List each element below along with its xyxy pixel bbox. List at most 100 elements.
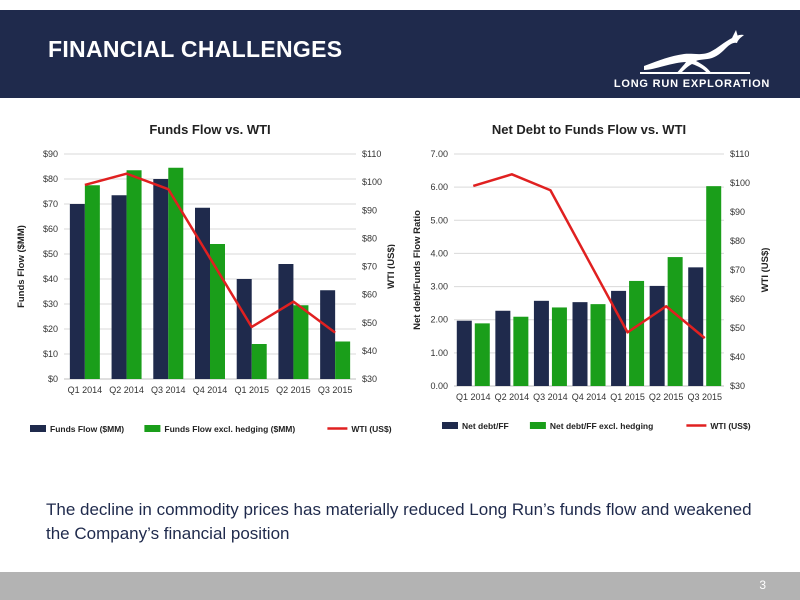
bar-excl-hedging	[590, 304, 606, 386]
logo-text: LONG RUN EXPLORATION	[613, 78, 771, 90]
slide-caption: The decline in commodity prices has mate…	[46, 500, 752, 543]
left-axis-tick-label: $40	[43, 274, 58, 284]
bar-primary	[649, 285, 665, 386]
net-debt-chart: Net Debt to Funds Flow vs. WTI 0.00 1.00 2.…	[412, 122, 771, 431]
legend-label: Funds Flow ($MM)	[50, 424, 124, 434]
bar-excl-hedging	[629, 280, 645, 386]
bar-primary	[495, 310, 511, 386]
chart-title: Net Debt to Funds Flow vs. WTI	[492, 122, 686, 137]
right-axis-tick-label: $60	[730, 294, 745, 304]
category-label: Q3 2015	[318, 385, 353, 395]
bar-excl-hedging	[84, 185, 100, 379]
wti-line	[472, 173, 706, 340]
legend-swatch	[144, 425, 161, 432]
left-axis-title: Net debt/Funds Flow Ratio	[412, 210, 423, 330]
bar-primary	[456, 320, 472, 386]
right-axis-title: WTI (US$)	[386, 244, 395, 289]
left-axis-tick-label: $90	[43, 149, 58, 159]
legend-label: Net debt/FF	[462, 421, 509, 431]
left-axis-tick-label: 6.00	[430, 182, 448, 192]
left-axis-tick-label: 5.00	[430, 215, 448, 225]
chart-title: Funds Flow vs. WTI	[149, 122, 270, 137]
left-axis-tick-label: $50	[43, 249, 58, 259]
legend-label: Net debt/FF excl. hedging	[550, 421, 653, 431]
bar-primary	[153, 179, 169, 379]
right-axis-tick-label: $60	[362, 290, 377, 300]
legend-swatch	[529, 422, 546, 429]
category-label: Q2 2015	[649, 392, 684, 402]
category-label: Q3 2014	[151, 385, 186, 395]
right-axis-tick-label: $100	[730, 178, 750, 188]
legend-label: Funds Flow excl. hedging ($MM)	[164, 424, 295, 434]
wti-line	[84, 172, 336, 334]
bar-excl-hedging	[251, 344, 267, 379]
left-axis-tick-label: $10	[43, 349, 58, 359]
category-label: Q3 2014	[533, 392, 568, 402]
right-axis-tick-label: $40	[362, 346, 377, 356]
left-axis-tick-label: 1.00	[430, 348, 448, 358]
right-axis-tick-label: $110	[730, 149, 749, 159]
left-axis-tick-label: 3.00	[430, 282, 448, 292]
bar-primary	[278, 264, 294, 379]
funds-flow-chart: Funds Flow vs. WTI $0 $10 $20 $30 $40 $50 $60 $7…	[16, 122, 395, 434]
right-axis-tick-label: $110	[362, 149, 381, 159]
left-axis-title: Funds Flow ($MM)	[16, 225, 27, 308]
left-axis-tick-label: $20	[43, 324, 58, 334]
category-label: Q1 2015	[610, 392, 645, 402]
bar-primary	[688, 267, 704, 386]
bar-excl-hedging	[551, 307, 567, 386]
category-label: Q1 2014	[68, 385, 103, 395]
right-axis-tick-label: $50	[362, 318, 377, 328]
left-axis-tick-label: $30	[43, 299, 58, 309]
category-label: Q1 2014	[456, 392, 491, 402]
left-axis-tick-label: 7.00	[430, 149, 448, 159]
bar-excl-hedging	[126, 170, 142, 379]
bar-excl-hedging	[293, 305, 309, 379]
bar-primary	[195, 207, 210, 379]
left-axis-tick-label: $80	[43, 174, 58, 184]
bar-excl-hedging	[667, 257, 683, 386]
company-logo: LONG RUN EXPLORATION	[612, 26, 772, 96]
left-axis-tick-label: 2.00	[430, 315, 448, 325]
right-axis-tick-label: $70	[730, 265, 745, 275]
category-label: Q1 2015	[234, 385, 269, 395]
bar-primary	[320, 290, 336, 379]
left-axis-tick-label: 0.00	[430, 381, 448, 391]
category-label: Q2 2014	[495, 392, 530, 402]
left-axis-tick-label: $70	[43, 199, 58, 209]
bar-primary	[611, 290, 627, 386]
legend-swatch	[30, 425, 46, 432]
page-number: 3	[759, 578, 766, 592]
legend-label: WTI (US$)	[351, 424, 391, 434]
right-axis-tick-label: $100	[362, 177, 382, 187]
slide-header: FINANCIAL CHALLENGES LONG RUN EXPLORATIO…	[0, 10, 800, 98]
right-axis-tick-label: $30	[730, 381, 745, 391]
legend-swatch	[442, 422, 458, 429]
bar-excl-hedging	[474, 323, 490, 386]
slide-footer: 3	[0, 572, 800, 600]
horse-logo-icon	[640, 30, 750, 74]
right-axis-title: WTI (US$)	[760, 248, 771, 293]
right-axis-tick-label: $90	[730, 207, 745, 217]
right-axis-tick-label: $70	[362, 262, 377, 272]
category-label: Q2 2015	[276, 385, 311, 395]
right-axis-tick-label: $80	[362, 233, 377, 243]
top-strip	[0, 0, 800, 10]
right-axis-tick-label: $80	[730, 236, 745, 246]
bar-primary	[69, 204, 85, 379]
right-axis-tick-label: $30	[362, 374, 377, 384]
left-axis-tick-label: $60	[43, 224, 58, 234]
left-axis-tick-label: $0	[48, 374, 58, 384]
legend-label: WTI (US$)	[710, 421, 750, 431]
bar-primary	[533, 300, 549, 386]
bar-excl-hedging	[706, 186, 722, 386]
bar-primary	[236, 279, 252, 379]
category-label: Q4 2014	[193, 385, 228, 395]
left-axis-tick-label: 4.00	[430, 248, 448, 258]
bar-excl-hedging	[513, 316, 529, 386]
right-axis-tick-label: $90	[362, 205, 377, 215]
slide-title: FINANCIAL CHALLENGES	[48, 36, 343, 62]
bar-primary	[572, 302, 588, 386]
category-label: Q4 2014	[572, 392, 607, 402]
bar-excl-hedging	[335, 341, 351, 379]
